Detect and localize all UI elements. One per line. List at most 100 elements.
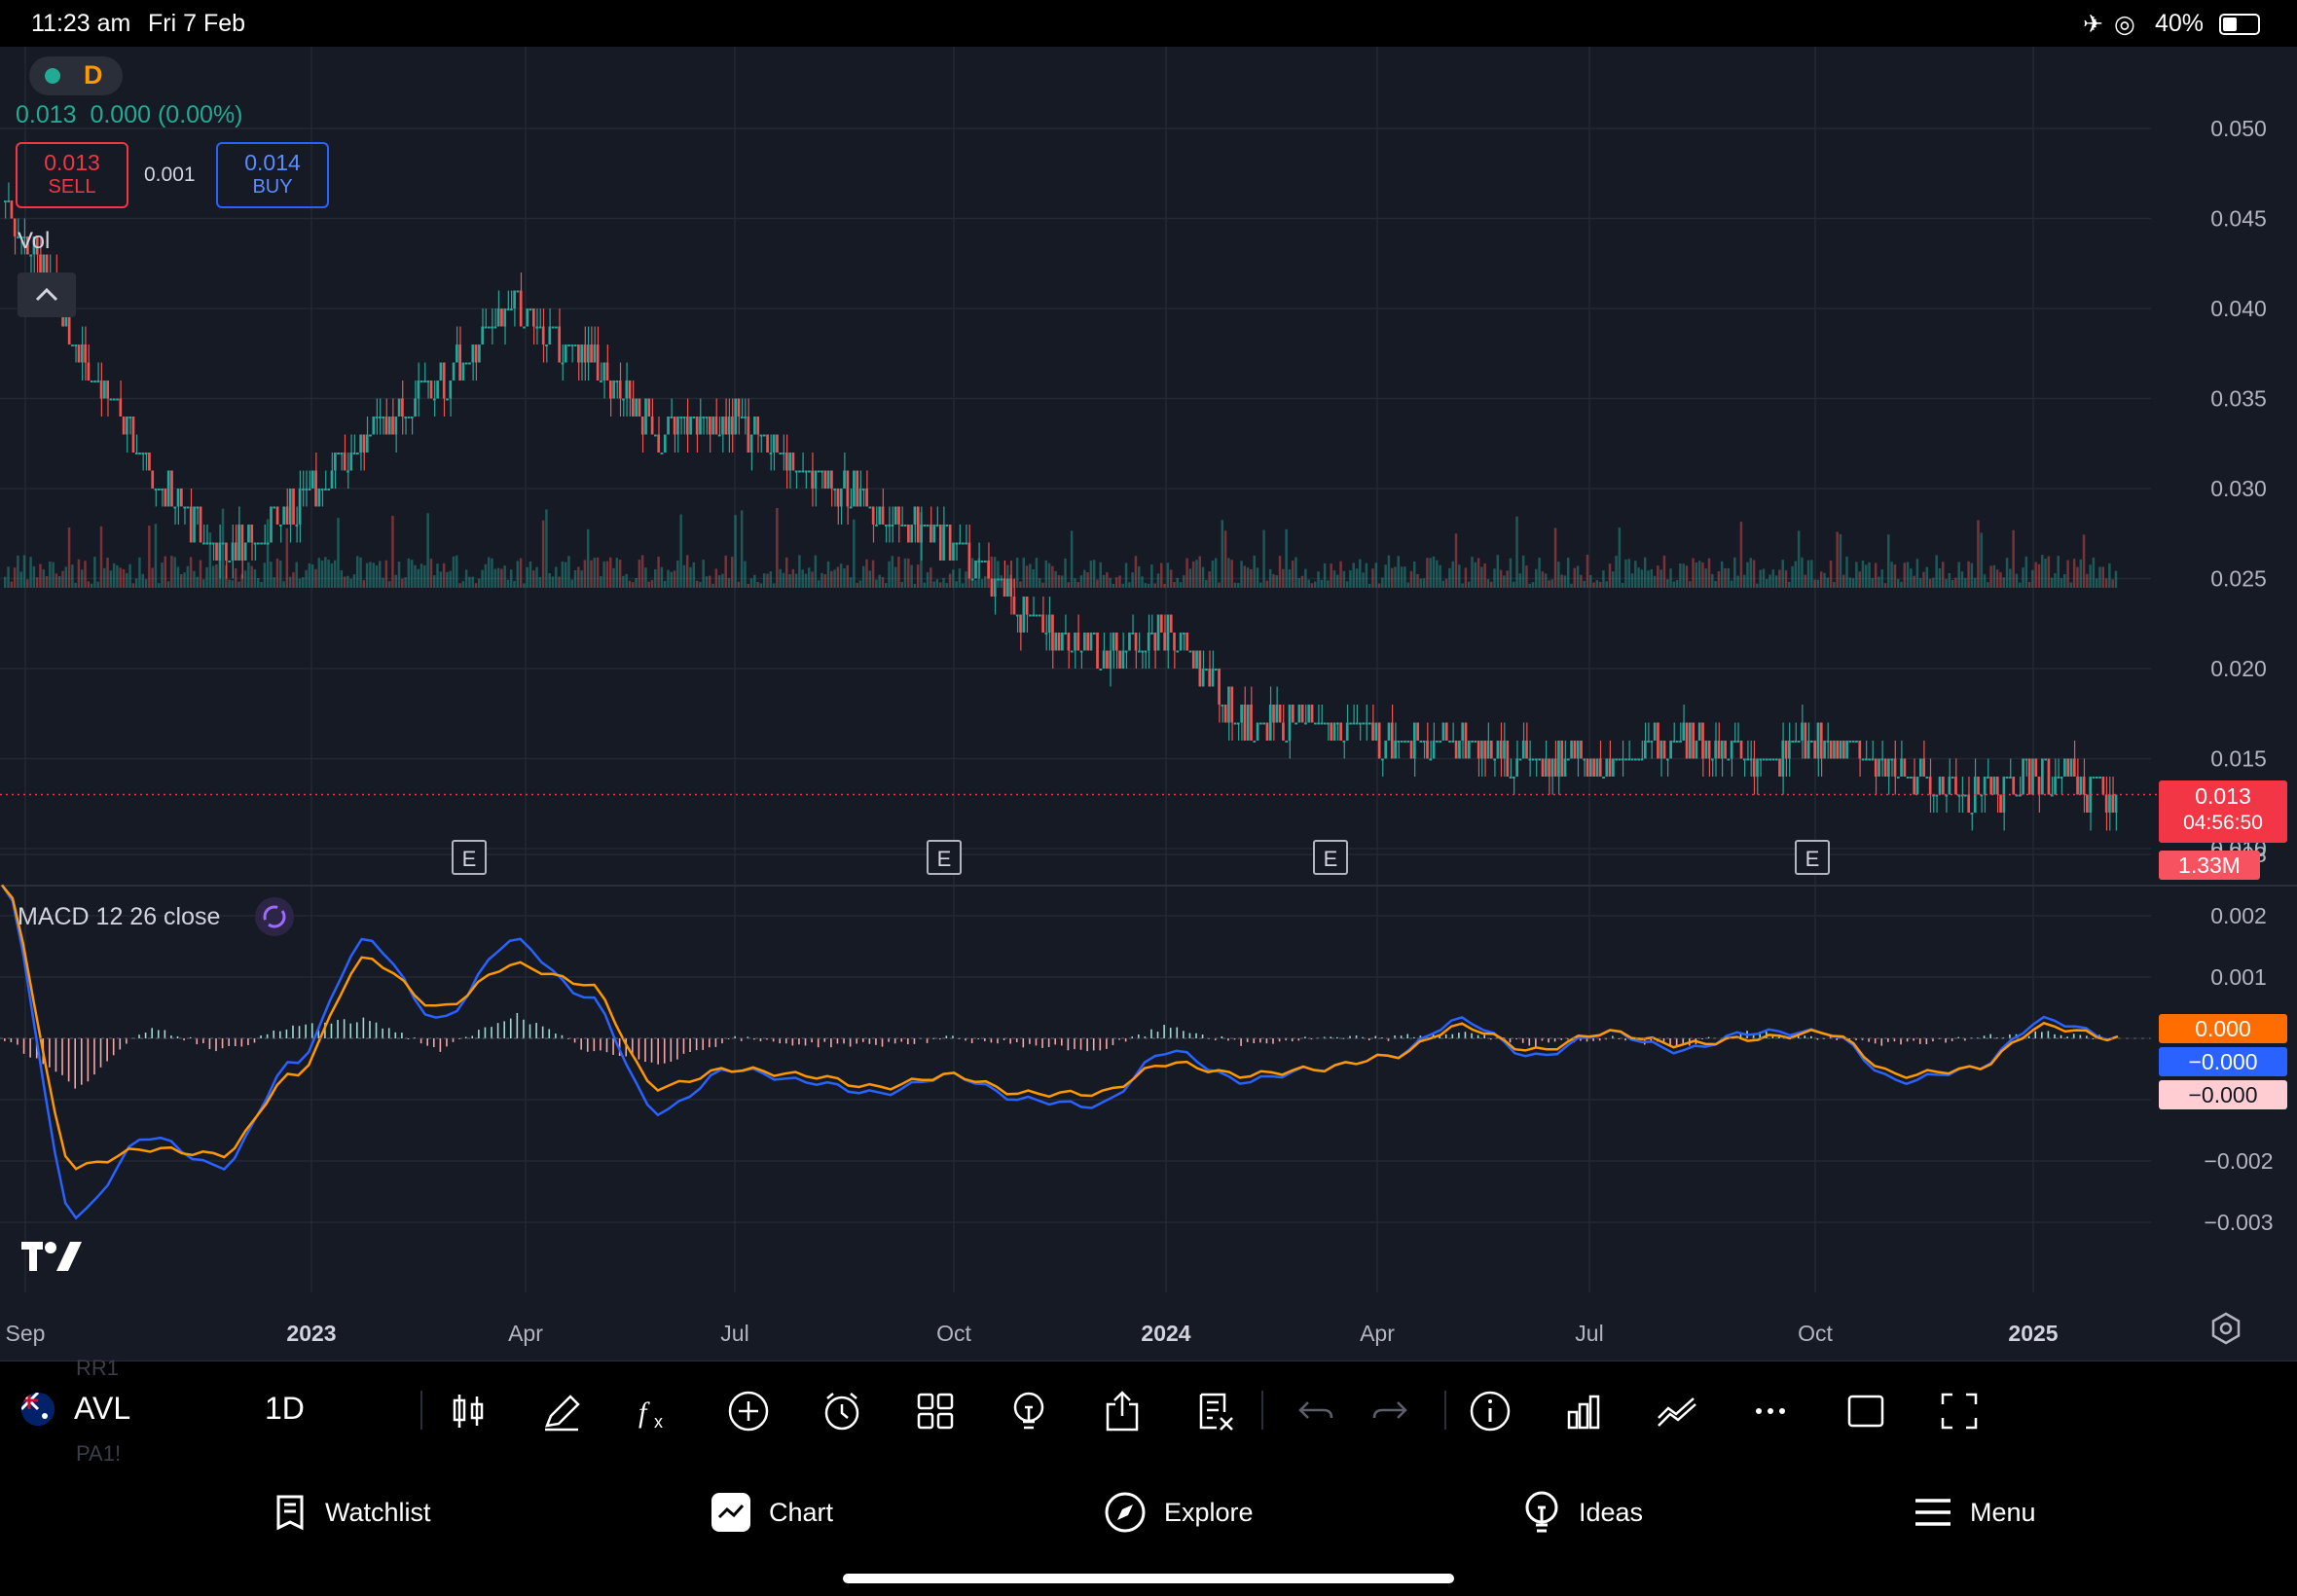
chart-settings-button[interactable] <box>2209 1312 2242 1345</box>
info-icon[interactable] <box>1468 1389 1513 1433</box>
volume-badge: 1.33M <box>2159 851 2260 880</box>
bar-chart-icon[interactable] <box>1561 1389 1606 1433</box>
candles-icon[interactable] <box>446 1389 491 1433</box>
candle-body <box>532 308 535 327</box>
candle-body <box>1106 650 1109 669</box>
volume-bar <box>625 573 628 588</box>
candle-body <box>468 362 471 365</box>
macd-histogram-bar <box>106 1038 108 1062</box>
volume-bar <box>1163 583 1166 588</box>
airplane-icon: ✈ <box>2083 11 2103 38</box>
candle-body <box>1977 777 1980 795</box>
candle-body <box>1451 741 1455 743</box>
undo-icon[interactable] <box>1294 1389 1339 1433</box>
candle-body <box>602 362 606 381</box>
volume-bar <box>1647 570 1650 588</box>
volume-bar <box>1720 561 1724 588</box>
macd-histogram-bar <box>1624 1038 1626 1041</box>
macd-histogram-bar <box>811 1038 813 1043</box>
candle-body <box>1672 741 1676 743</box>
volume-bar <box>1525 565 1528 588</box>
candle-body <box>997 578 1000 581</box>
volume-bar <box>2063 573 2066 588</box>
nav-watchlist[interactable]: Watchlist <box>273 1488 431 1537</box>
macd-histogram-bar <box>2079 1034 2082 1038</box>
candle-body <box>394 417 398 435</box>
volume-bar <box>1432 556 1436 588</box>
macd-histogram-bar <box>1310 1038 1313 1040</box>
redo-icon[interactable] <box>1367 1389 1411 1433</box>
volume-bar <box>548 572 551 588</box>
candle-body <box>330 470 334 489</box>
candle-body <box>551 326 555 329</box>
earnings-marker-label: E <box>1324 847 1338 871</box>
macd-histogram-bar <box>875 1038 877 1045</box>
candle-body <box>1727 758 1731 761</box>
macd-histogram-bar <box>503 1021 505 1038</box>
pencil-icon[interactable] <box>539 1389 584 1433</box>
candle-body <box>907 525 910 543</box>
candle-body <box>295 525 299 526</box>
symbol-button[interactable]: AVL <box>74 1391 131 1426</box>
fullscreen-icon[interactable] <box>1937 1389 1982 1433</box>
volume-bar <box>1602 570 1605 588</box>
candle-body <box>180 489 183 507</box>
macd-settings-button[interactable] <box>255 897 294 936</box>
nav-explore[interactable]: Explore <box>1104 1488 1254 1537</box>
volume-bar <box>1230 560 1233 588</box>
layout-grid-icon[interactable] <box>913 1389 958 1433</box>
macd-histogram-bar <box>478 1030 480 1038</box>
symbol-status-pill[interactable]: D <box>29 56 123 95</box>
chart-area[interactable]: 0.050 0.045 0.040 0.035 0.030 0.025 0.020 0.015… <box>0 47 2297 1360</box>
macd-histogram-bar <box>464 1036 467 1038</box>
macd-histogram-bar <box>1535 1038 1537 1048</box>
volume-bar <box>1458 564 1461 588</box>
candle-body <box>1749 758 1753 761</box>
nav-chart[interactable]: Chart <box>711 1488 833 1537</box>
buy-button[interactable]: 0.014 BUY <box>216 142 329 208</box>
candle-body <box>596 345 600 381</box>
window-icon[interactable] <box>1843 1389 1888 1433</box>
volume-bar <box>106 558 109 588</box>
volume-bar <box>2054 573 2057 588</box>
volume-bar <box>1102 574 1106 588</box>
candle-body <box>1841 741 1845 759</box>
interval-button[interactable]: 1D <box>265 1391 305 1426</box>
volume-bar <box>1489 581 1493 588</box>
volume-bar <box>1983 574 1987 588</box>
volume-bar <box>1268 568 1272 588</box>
volume-bar <box>317 558 320 588</box>
volume-bar <box>551 576 555 588</box>
volume-bar <box>1829 560 1833 588</box>
add-icon[interactable] <box>726 1389 771 1433</box>
macd-histogram-bar <box>10 1038 13 1042</box>
compare-icon[interactable] <box>1655 1389 1699 1433</box>
volume-bar <box>1903 562 1906 588</box>
price-chart-svg[interactable]: 0.0500.0450.0400.0350.0300.0250.0200.015… <box>0 47 2297 1360</box>
nav-ideas[interactable]: Ideas <box>1522 1488 1643 1537</box>
more-icon[interactable] <box>1748 1389 1793 1433</box>
remove-indicators-icon[interactable] <box>1193 1389 1238 1433</box>
volume-bar <box>1518 573 1522 588</box>
volume-bar <box>910 564 913 588</box>
candle-body <box>1618 758 1622 761</box>
nav-menu[interactable]: Menu <box>1914 1488 2036 1537</box>
share-icon[interactable] <box>1100 1389 1145 1433</box>
candle-body <box>740 417 744 418</box>
candle-body <box>1695 741 1698 759</box>
collapse-legend-button[interactable] <box>18 272 76 317</box>
candle-body <box>1855 741 1858 743</box>
macd-histogram-bar <box>1855 1038 1857 1040</box>
volume-bar <box>1749 558 1753 588</box>
volume-bar <box>64 566 68 588</box>
sell-button[interactable]: 0.013 SELL <box>16 142 128 208</box>
candle-body <box>260 542 263 545</box>
lightbulb-icon[interactable] <box>1006 1389 1051 1433</box>
candle-body <box>1205 669 1208 671</box>
candle-body <box>1074 633 1076 651</box>
candle-body <box>426 381 430 382</box>
alarm-icon[interactable] <box>820 1389 864 1433</box>
earnings-marker: E <box>1795 840 1830 875</box>
volume-bar <box>1131 572 1134 588</box>
